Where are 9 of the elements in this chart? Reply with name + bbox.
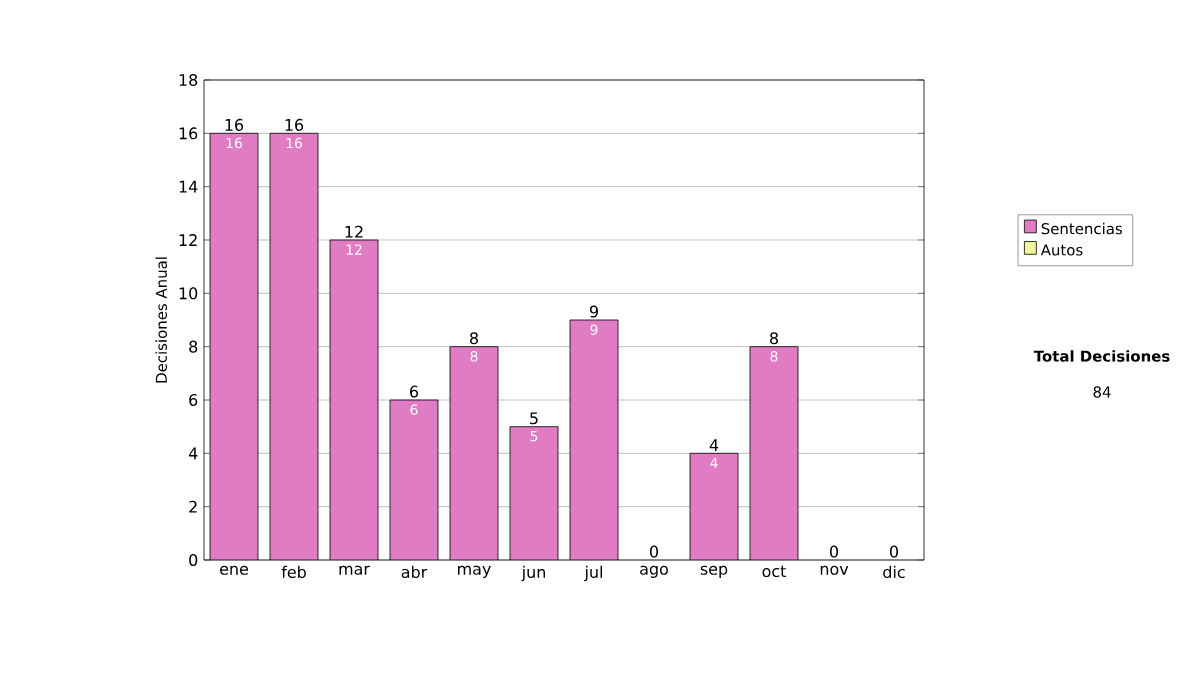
bar <box>330 239 379 560</box>
bar <box>689 452 739 560</box>
bar <box>510 426 559 560</box>
bar <box>390 400 439 560</box>
bar <box>570 319 619 560</box>
bar <box>210 133 258 560</box>
bar <box>749 346 799 560</box>
bar <box>270 133 319 560</box>
bar <box>450 346 499 560</box>
